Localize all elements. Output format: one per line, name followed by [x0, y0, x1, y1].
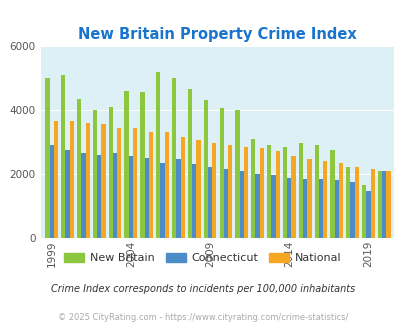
Bar [109, 107, 113, 238]
Bar [223, 169, 228, 238]
Bar [207, 167, 212, 238]
Bar [338, 163, 342, 238]
Bar [282, 147, 286, 238]
Bar [239, 171, 243, 238]
Text: Crime Index corresponds to incidents per 100,000 inhabitants: Crime Index corresponds to incidents per… [51, 284, 354, 294]
Bar [365, 191, 370, 238]
Bar [314, 145, 318, 238]
Bar [128, 156, 133, 238]
Bar [117, 128, 121, 238]
Bar [160, 163, 164, 238]
Bar [271, 176, 275, 238]
Bar [345, 167, 350, 238]
Bar [259, 148, 263, 238]
Bar [251, 139, 255, 238]
Bar [144, 158, 149, 238]
Bar [377, 171, 381, 238]
Bar [334, 180, 338, 238]
Bar [318, 179, 322, 238]
Bar [354, 167, 358, 238]
Bar [196, 140, 200, 238]
Bar [298, 144, 302, 238]
Bar [286, 178, 291, 238]
Bar [45, 78, 49, 238]
Bar [212, 144, 216, 238]
Bar [97, 155, 101, 238]
Bar [65, 150, 70, 238]
Bar [149, 132, 153, 238]
Bar [172, 78, 176, 238]
Bar [243, 147, 247, 238]
Bar [85, 123, 90, 238]
Text: © 2025 CityRating.com - https://www.cityrating.com/crime-statistics/: © 2025 CityRating.com - https://www.city… [58, 313, 347, 322]
Bar [61, 75, 65, 238]
Bar [302, 179, 307, 238]
Title: New Britain Property Crime Index: New Britain Property Crime Index [78, 27, 356, 42]
Bar [381, 171, 386, 238]
Bar [81, 153, 85, 238]
Bar [228, 145, 232, 238]
Legend: New Britain, Connecticut, National: New Britain, Connecticut, National [60, 248, 345, 267]
Bar [275, 151, 279, 238]
Bar [156, 72, 160, 238]
Bar [291, 156, 295, 238]
Bar [192, 164, 196, 238]
Bar [49, 145, 54, 238]
Bar [101, 124, 105, 238]
Bar [370, 169, 374, 238]
Bar [188, 89, 192, 238]
Bar [307, 159, 311, 238]
Bar [386, 171, 390, 238]
Bar [133, 128, 137, 238]
Bar [235, 110, 239, 238]
Bar [70, 121, 74, 238]
Bar [322, 161, 326, 238]
Bar [180, 137, 184, 238]
Bar [203, 100, 207, 238]
Bar [124, 91, 128, 238]
Bar [77, 99, 81, 238]
Bar [113, 153, 117, 238]
Bar [164, 132, 168, 238]
Bar [140, 92, 144, 238]
Bar [219, 108, 223, 238]
Bar [54, 121, 58, 238]
Bar [93, 110, 97, 238]
Bar [330, 150, 334, 238]
Bar [176, 159, 180, 238]
Bar [361, 185, 365, 238]
Bar [255, 174, 259, 238]
Bar [350, 182, 354, 238]
Bar [266, 145, 271, 238]
